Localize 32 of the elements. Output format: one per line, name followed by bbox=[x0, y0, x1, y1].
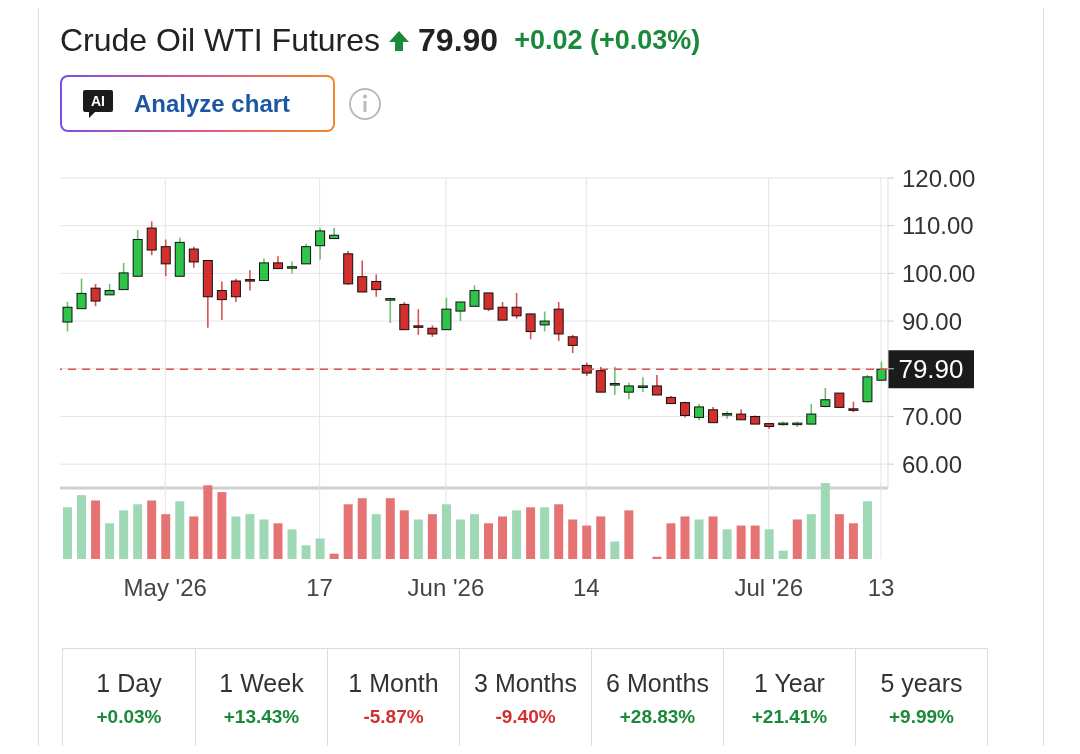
chart-title: Crude Oil WTI Futures bbox=[60, 22, 381, 59]
x-tick-label: May '26 bbox=[123, 574, 207, 602]
y-tick-label: 90.00 bbox=[902, 307, 963, 335]
x-tick-label: 14 bbox=[572, 574, 600, 602]
data-label: -9.40% bbox=[495, 706, 556, 728]
y-tick-label: 100.00 bbox=[902, 259, 976, 287]
ref-line-label: 79.90 bbox=[898, 354, 964, 385]
category-label: 5 years bbox=[880, 669, 963, 698]
category-label: 1 Day bbox=[96, 669, 162, 698]
x-tick-label: Jul '26 bbox=[734, 574, 804, 602]
category-label: 1 Month bbox=[348, 669, 439, 698]
x-tick-label: 13 bbox=[867, 574, 895, 602]
data-label: -5.87% bbox=[363, 706, 424, 728]
category-label: 6 Months bbox=[606, 669, 709, 698]
text: Analyze chart bbox=[134, 89, 291, 118]
y-tick-label: 110.00 bbox=[902, 212, 974, 240]
category-label: 1 Week bbox=[219, 669, 304, 698]
chat-bubble-icon: AI bbox=[82, 88, 114, 119]
data-label: +13.43% bbox=[223, 706, 300, 728]
y-tick-label: 70.00 bbox=[902, 402, 963, 430]
text: +0.02 (+0.03%) bbox=[514, 25, 701, 56]
category-label: 3 Months bbox=[474, 669, 577, 698]
data-label: +9.99% bbox=[889, 706, 954, 728]
x-tick-label: Jun '26 bbox=[407, 574, 485, 602]
chart-subtitle: 79.90 bbox=[418, 22, 499, 59]
data-label: +0.03% bbox=[96, 706, 162, 728]
y-tick-label: 60.00 bbox=[902, 450, 963, 478]
category-label: 1 Year bbox=[754, 669, 825, 698]
y-tick-label: 120.00 bbox=[902, 164, 976, 192]
data-label: +28.83% bbox=[619, 706, 696, 728]
data-label: +21.41% bbox=[751, 706, 828, 728]
x-tick-label: 17 bbox=[306, 574, 333, 602]
